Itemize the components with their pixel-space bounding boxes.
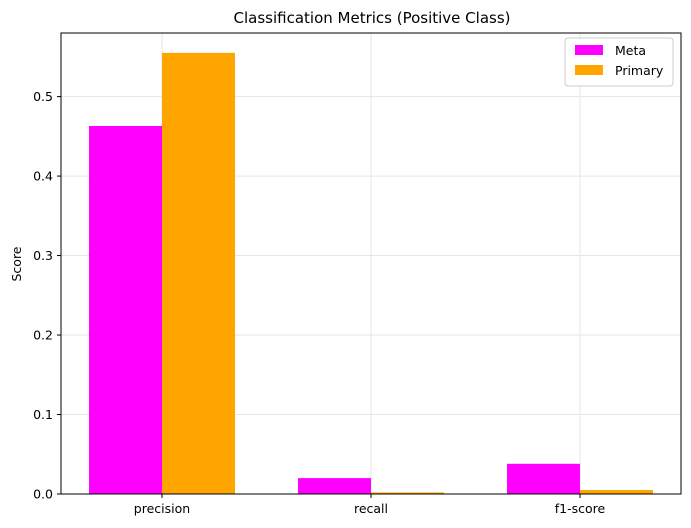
x-axis: precision recall f1-score [134, 494, 606, 516]
x-tick-label: recall [354, 501, 388, 516]
y-axis-label: Score [9, 246, 24, 281]
x-tick-label: precision [134, 501, 190, 516]
bars [89, 52, 653, 495]
x-tick-label: f1-score [555, 501, 606, 516]
y-tick-label: 0.0 [33, 487, 53, 502]
y-tick-label: 0.2 [33, 328, 53, 343]
bar-meta-precision [89, 125, 162, 495]
y-tick-label: 0.4 [33, 169, 53, 184]
legend: Meta Primary [564, 37, 674, 87]
bar-primary-f1-score [580, 490, 653, 494]
bar-primary-precision [162, 52, 235, 494]
legend-label-primary: Primary [615, 63, 664, 78]
bar-meta-f1-score [507, 463, 580, 494]
y-tick-label: 0.1 [33, 407, 53, 422]
legend-swatch-primary [575, 65, 603, 75]
y-tick-label: 0.5 [33, 89, 53, 104]
y-tick-label: 0.3 [33, 248, 53, 263]
bar-meta-recall [298, 478, 371, 494]
y-axis: 0.0 0.1 0.2 0.3 0.4 0.5 [33, 89, 61, 502]
bar-primary-recall [371, 492, 444, 494]
legend-swatch-meta [575, 45, 603, 55]
legend-label-meta: Meta [615, 43, 646, 58]
chart-title: Classification Metrics (Positive Class) [234, 9, 511, 27]
